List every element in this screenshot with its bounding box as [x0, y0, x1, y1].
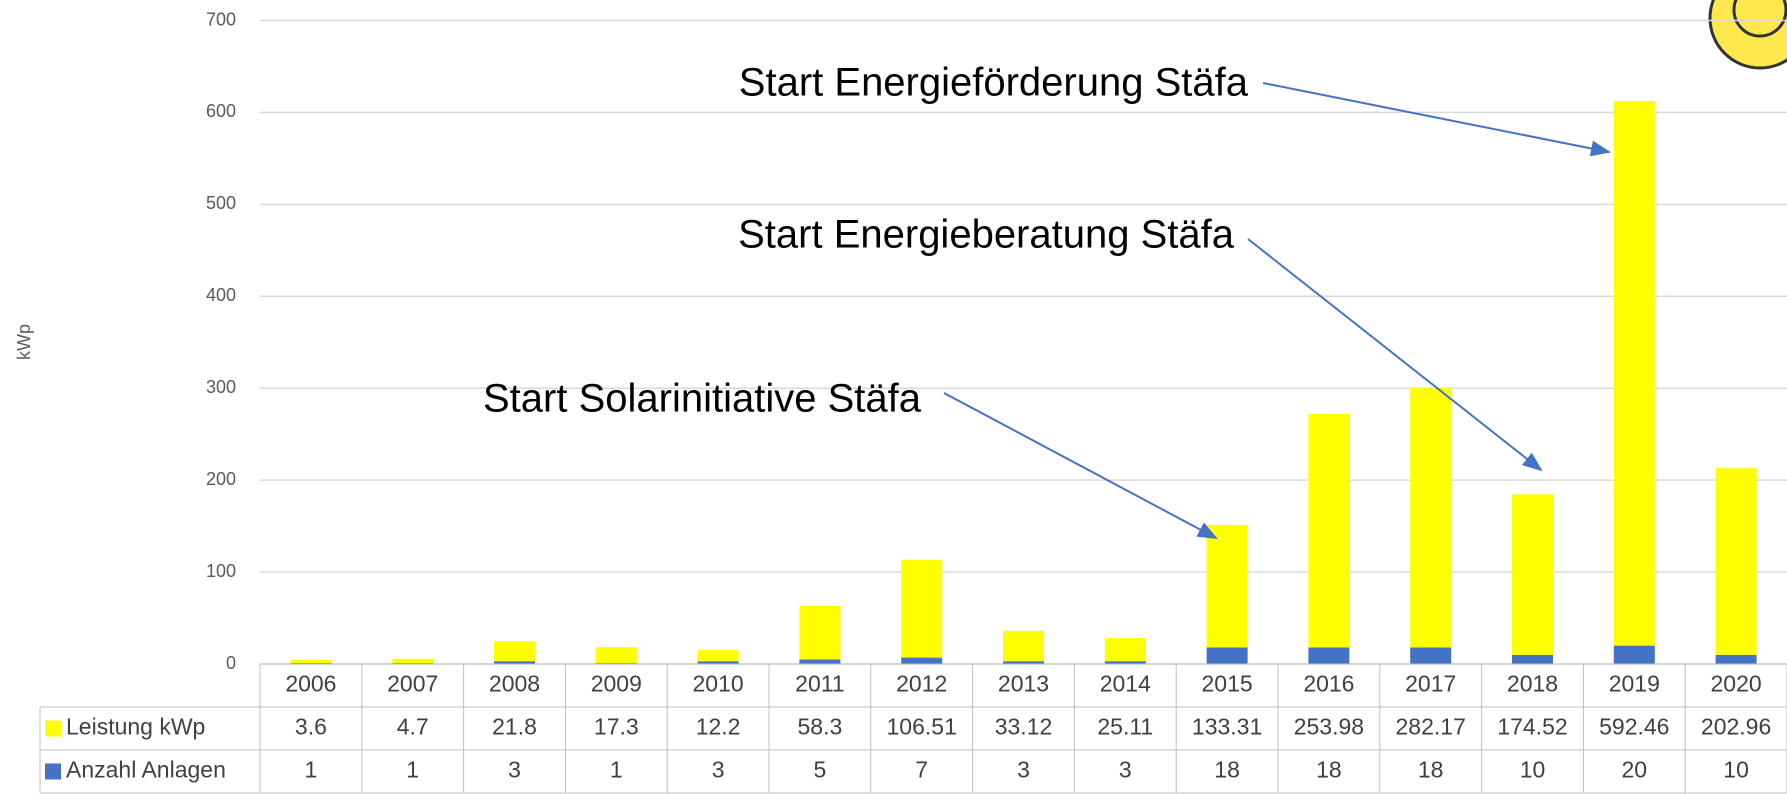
table-value: 253.98 — [1294, 714, 1364, 740]
table-value: 3 — [1017, 757, 1030, 783]
table-value: 3 — [712, 757, 725, 783]
table-value: 282.17 — [1396, 714, 1466, 740]
sun-logo — [1710, 0, 1787, 68]
legend-swatch — [45, 764, 61, 780]
table-value: 58.3 — [798, 714, 843, 740]
table-value: 18 — [1418, 757, 1444, 783]
bar-segment — [901, 560, 942, 658]
table-value: 18 — [1316, 757, 1342, 783]
table-value: 133.31 — [1192, 714, 1262, 740]
annotation: Start Energieförderung Stäfa — [739, 61, 1249, 105]
chart: kWp 0 100 200 300 400 500 600 700 2006 3.6 1 2007 4.… — [0, 0, 1787, 794]
table-value: 592.46 — [1599, 714, 1669, 740]
x-tick-label: 2013 — [998, 671, 1049, 697]
x-tick-label: 2009 — [591, 671, 642, 697]
legend-label: Anzahl Anlagen — [66, 757, 226, 783]
table-value: 18 — [1214, 757, 1240, 783]
bar-segment — [901, 658, 942, 664]
table-value: 33.12 — [995, 714, 1053, 740]
y-tick-label: 200 — [206, 469, 236, 489]
table-value: 1 — [305, 757, 318, 783]
bar-segment — [1308, 414, 1349, 647]
bar-segment — [596, 647, 637, 663]
x-tick-label: 2020 — [1711, 671, 1762, 697]
bar-segment — [290, 660, 331, 663]
table-value: 20 — [1622, 757, 1648, 783]
table-value: 12.2 — [696, 714, 741, 740]
bar-segment — [494, 641, 535, 661]
table-value: 1 — [406, 757, 419, 783]
bar-segment — [1512, 655, 1553, 664]
y-tick-label: 500 — [206, 193, 236, 213]
bar-segment — [1003, 631, 1044, 661]
table-value: 3 — [508, 757, 521, 783]
bar-segment — [1716, 468, 1757, 655]
bar-segment — [1410, 388, 1451, 647]
table-value: 5 — [814, 757, 827, 783]
bar-segment — [799, 659, 840, 664]
bar-segment — [1105, 638, 1146, 661]
annotation: Start Energieberatung Stäfa — [738, 213, 1235, 257]
bar-segment — [392, 659, 433, 663]
bar-segment — [1512, 494, 1553, 654]
y-tick-label: 600 — [206, 101, 236, 121]
bar-segment — [799, 606, 840, 660]
annotation-arrow — [1248, 239, 1541, 470]
legend-swatch — [45, 721, 61, 737]
annotation-arrow — [1263, 83, 1609, 152]
table-value: 1 — [610, 757, 623, 783]
table-value: 202.96 — [1701, 714, 1771, 740]
bar-segment — [1614, 101, 1655, 646]
table-value: 7 — [915, 757, 928, 783]
table-value: 174.52 — [1497, 714, 1567, 740]
bar-segment — [1308, 647, 1349, 664]
table-value: 106.51 — [887, 714, 957, 740]
table-value: 3.6 — [295, 714, 327, 740]
legend-label: Leistung kWp — [66, 714, 205, 740]
y-tick-label: 700 — [206, 9, 236, 29]
x-tick-label: 2014 — [1100, 671, 1151, 697]
annotation: Start Solarinitiative Stäfa — [483, 377, 922, 421]
x-tick-label: 2011 — [795, 671, 844, 697]
y-axis-label: kWp — [14, 324, 34, 360]
x-tick-label: 2010 — [693, 671, 744, 697]
table-value: 10 — [1723, 757, 1749, 783]
bar-segment — [1410, 647, 1451, 664]
x-tick-label: 2008 — [489, 671, 540, 697]
table-value: 25.11 — [1097, 714, 1153, 740]
table-value: 10 — [1520, 757, 1546, 783]
y-tick-label: 400 — [206, 285, 236, 305]
table-value: 4.7 — [397, 714, 429, 740]
annotation-arrow — [944, 393, 1216, 538]
x-tick-label: 2015 — [1202, 671, 1253, 697]
bar-segment — [1614, 646, 1655, 664]
x-tick-label: 2018 — [1507, 671, 1558, 697]
y-tick-label: 100 — [206, 561, 236, 581]
table-value: 17.3 — [594, 714, 639, 740]
x-tick-label: 2019 — [1609, 671, 1660, 697]
table-value: 21.8 — [492, 714, 537, 740]
x-tick-label: 2006 — [285, 671, 336, 697]
x-tick-label: 2012 — [896, 671, 947, 697]
x-tick-label: 2016 — [1303, 671, 1354, 697]
x-tick-label: 2007 — [387, 671, 438, 697]
y-tick-label: 300 — [206, 377, 236, 397]
bar-segment — [1716, 655, 1757, 664]
y-tick-label: 0 — [226, 653, 236, 673]
bar-segment — [1207, 525, 1248, 648]
bar-segment — [698, 650, 739, 661]
table-value: 3 — [1119, 757, 1132, 783]
bar-segment — [1207, 647, 1248, 664]
x-tick-label: 2017 — [1405, 671, 1456, 697]
